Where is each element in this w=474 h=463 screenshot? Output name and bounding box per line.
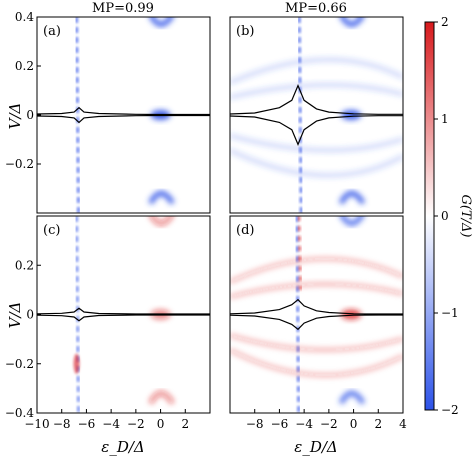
zero-bias-peak bbox=[341, 110, 362, 120]
split-lobe bbox=[148, 390, 175, 405]
panels: (a)0.40.20−0.2(b)(c)0.20−0.2−0.4−10 −8 −6−… bbox=[5, 10, 407, 431]
split-lobe bbox=[338, 390, 366, 405]
y-tick-label: 0 bbox=[26, 308, 34, 322]
faint-arc bbox=[230, 133, 403, 153]
panel-label: (b) bbox=[236, 24, 254, 39]
column-title-2: MP=0.66 bbox=[285, 1, 347, 16]
panel-label: (d) bbox=[236, 223, 254, 238]
panel-frame bbox=[229, 215, 404, 414]
curve-upper bbox=[230, 84, 403, 115]
colorbar-tick-label: −2 bbox=[441, 403, 459, 417]
x-tick-label: −4 bbox=[295, 417, 313, 431]
colorbar-tick-label: 0 bbox=[441, 209, 449, 223]
curve-upper bbox=[37, 307, 210, 315]
y-axis-label-bottom: V/Δ bbox=[6, 302, 24, 329]
colorbar bbox=[424, 21, 435, 411]
resonance-line bbox=[75, 216, 81, 413]
x-tick-label: 2 bbox=[181, 417, 189, 431]
zero-bias-peak bbox=[341, 309, 362, 320]
x-tick-label: −6 bbox=[78, 417, 96, 431]
faint-arc bbox=[230, 82, 403, 100]
faint-arc bbox=[230, 333, 403, 352]
positive-spot bbox=[73, 353, 80, 374]
resonance-line bbox=[75, 17, 81, 213]
colorbar-tick-label: 2 bbox=[441, 15, 449, 29]
curve-upper bbox=[230, 298, 403, 315]
split-lobe bbox=[148, 190, 175, 205]
faint-arc bbox=[230, 256, 403, 284]
x-tick-label: −8 bbox=[53, 417, 71, 431]
curve-lower bbox=[230, 115, 403, 146]
faint-arc bbox=[230, 148, 403, 178]
colorbar-label: G(T/Δ) bbox=[458, 195, 473, 238]
x-tick-label: −4 bbox=[102, 417, 120, 431]
faint-arc bbox=[230, 348, 403, 378]
x-tick-label: −2 bbox=[127, 417, 145, 431]
resonance-line bbox=[295, 216, 301, 413]
curve-lower bbox=[230, 314, 403, 331]
panel-background bbox=[230, 17, 403, 213]
y-tick-label: 0.4 bbox=[15, 10, 34, 24]
heatmap-features bbox=[230, 216, 403, 413]
faint-arc bbox=[230, 282, 403, 299]
x-axis-label-right: ε_D/Δ bbox=[294, 438, 337, 456]
y-axis-label-top: V/Δ bbox=[6, 103, 24, 130]
x-tick-label: 2 bbox=[374, 417, 382, 431]
split-lobe bbox=[338, 190, 366, 205]
y-tick-label: 0.2 bbox=[15, 59, 34, 73]
x-tick-label: 0 bbox=[350, 417, 358, 431]
curve-lower bbox=[37, 114, 210, 124]
panel-d: (d) −8 −6 −4 −2 0 2 4 bbox=[229, 215, 407, 431]
y-tick-label: 0.2 bbox=[15, 258, 34, 272]
y-tick-label: −0.2 bbox=[5, 357, 34, 371]
x-tick-label: −6 bbox=[271, 417, 289, 431]
curve-lower bbox=[37, 314, 210, 322]
x-tick-label: −8 bbox=[246, 417, 264, 431]
colorbar-ticks: 2 1 0 −1 −2 bbox=[434, 15, 459, 417]
panel-label: (a) bbox=[43, 24, 61, 39]
x-axis-label-left: ε_D/Δ bbox=[101, 438, 144, 456]
y-tick-label: 0 bbox=[26, 108, 34, 122]
x-tick-label: −2 bbox=[320, 417, 338, 431]
panel-frame bbox=[229, 16, 404, 214]
curve-upper bbox=[37, 106, 210, 116]
resonance-line bbox=[297, 216, 303, 290]
x-tick-label: 4 bbox=[399, 417, 407, 431]
panel-c: (c) 0.2 0 −0.2 −0.4−10 −8 −6 −4 −2 0 2 bbox=[5, 215, 211, 431]
panel-a: (a) 0.4 0.2 0 −0.2 bbox=[5, 10, 211, 214]
y-tick-label: −0.2 bbox=[5, 157, 34, 171]
resonance-line bbox=[297, 17, 303, 213]
column-title-1: MP=0.99 bbox=[92, 1, 154, 16]
colorbar-tick-label: 1 bbox=[441, 112, 449, 126]
colorbar-tick-label: −1 bbox=[441, 306, 459, 320]
x-tick-label: −10 bbox=[24, 417, 49, 431]
panel-label: (c) bbox=[43, 223, 60, 238]
x-tick-label: 0 bbox=[157, 417, 165, 431]
y-tick-label: −0.4 bbox=[5, 406, 35, 420]
panel-b: (b) bbox=[229, 16, 404, 214]
faint-arc bbox=[230, 57, 403, 85]
